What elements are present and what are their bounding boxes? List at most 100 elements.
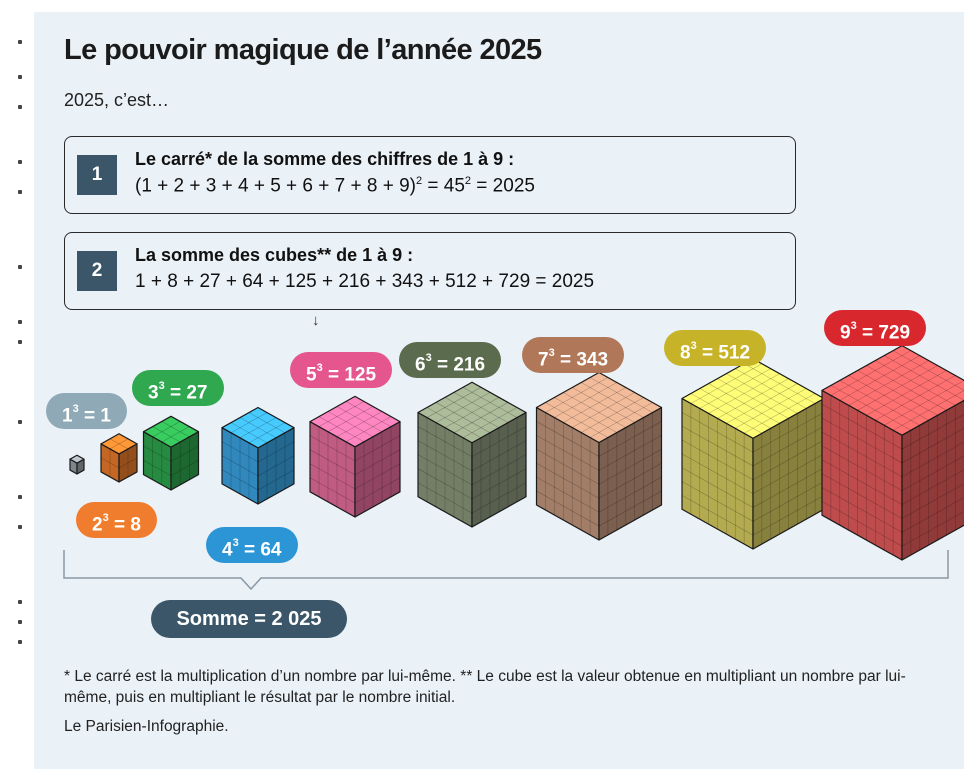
cube-grid-line [444, 397, 500, 428]
cube-grid-line [681, 495, 754, 536]
cube-grid-line [892, 350, 964, 391]
cube-grid-line [875, 360, 956, 406]
cube-grid-line [726, 373, 798, 414]
cube-grid-line [580, 397, 644, 433]
cube-grid-line [230, 412, 268, 433]
cube-grid-line [699, 368, 771, 409]
cube-grid-line [848, 375, 929, 421]
cube-grid-line [318, 416, 365, 443]
cube-value-label: 43 = 64 [206, 527, 298, 563]
cube-grid-line [752, 481, 825, 522]
cube-grid-line [681, 467, 754, 508]
cube-grid-line [257, 441, 295, 463]
cube-grid-line [735, 368, 807, 409]
cube-grid-line [143, 445, 172, 462]
infographic-card: Le pouvoir magique de l’année 2025 2025,… [34, 12, 964, 769]
down-arrow-icon: ↓ [312, 312, 320, 329]
cube-grid-line [417, 440, 473, 472]
cube-grid-line [417, 426, 473, 458]
cube-grid-line [839, 380, 920, 426]
cube-grid-line [821, 459, 903, 505]
cube-grid-line [118, 457, 138, 469]
cube-grid-line [336, 406, 383, 432]
cube-grid-line [821, 431, 903, 478]
cube-grid-line [598, 435, 662, 471]
fact-box-1: 1 Le carré* de la somme des chiffres de … [64, 136, 796, 214]
cube-grid-line [354, 449, 401, 476]
cube-grid-line [453, 392, 509, 423]
cube-grid-line [221, 455, 259, 477]
cube-grid-line [161, 421, 190, 438]
cube-grid-line [536, 421, 600, 457]
cube-grid-line [327, 411, 374, 437]
cube-value-label: 63 = 216 [399, 342, 502, 378]
cube-grid-line [821, 404, 903, 450]
cube-grid-line [100, 457, 120, 469]
cube-grid-line [752, 453, 825, 494]
cube-grid-line [309, 477, 356, 504]
cube-grid-line [248, 422, 286, 444]
cube-grid-line [598, 476, 662, 513]
cube-grid-line [875, 375, 956, 421]
cube-grid-line [354, 463, 401, 490]
cube-grid-line [866, 370, 947, 416]
cube-top-face [417, 381, 527, 444]
cube-grid-line [453, 402, 509, 433]
cube-grid-line [545, 402, 609, 438]
cube-value-label: 23 = 8 [76, 502, 157, 538]
cube-grid-line [901, 469, 964, 505]
cube-grid-line [752, 425, 825, 467]
credit: Le Parisien-Infographie. [64, 718, 229, 735]
cube-grid-line [892, 390, 964, 431]
cube-grid-line [752, 439, 825, 481]
cube-grid-line [536, 449, 600, 485]
footnote: * Le carré est la multiplication d’un no… [64, 668, 906, 706]
cube-grid-line [435, 392, 491, 423]
cube-grid-line [572, 392, 635, 428]
cube-grid-line [536, 462, 600, 499]
cube-grid-line [717, 378, 789, 419]
cube-grid-line [426, 407, 482, 438]
cube-top-face [69, 454, 85, 464]
cube-grid-line [221, 441, 259, 463]
cube-grid-line [161, 426, 190, 443]
cube-grid-line [462, 387, 518, 418]
cube-grid-line [554, 382, 618, 418]
cube-grid-line [309, 449, 356, 476]
cube-grid-line [821, 417, 903, 464]
cube-grid-line [598, 462, 662, 499]
cube-grid-line [690, 363, 763, 404]
cube-grid-line [901, 427, 964, 464]
cube-grid-line [743, 363, 816, 404]
cube-grid-line [884, 355, 964, 401]
left-edge-strip [0, 0, 30, 769]
cube-grid-line [354, 477, 401, 504]
cube-value-label: 93 = 729 [824, 310, 927, 346]
cube-grid-line [471, 440, 527, 472]
cube-grid-line [152, 426, 181, 443]
cube-grid-line [848, 360, 929, 406]
cube-grid-line [536, 476, 600, 513]
cube-grid-line [257, 455, 295, 477]
cube-grid-line [354, 435, 401, 462]
cube-grid-line [309, 435, 356, 462]
cube-grid-line [598, 449, 662, 485]
cube-grid-line [830, 350, 912, 396]
cube-grid-line [866, 365, 947, 411]
cube-grid-line [170, 460, 199, 476]
cube-grid-line [221, 469, 259, 491]
cube-top-face [535, 371, 663, 444]
cube-grid-line [152, 421, 181, 438]
cube-top-face [821, 345, 964, 436]
cube-grid-line [901, 497, 964, 533]
cube-grid-line [598, 490, 662, 527]
fact-formula: (1 + 2 + 3 + 4 + 5 + 6 + 7 + 8 + 9)2 = 4… [135, 175, 535, 197]
cube-grid-line [752, 467, 825, 508]
cube-grid-line [471, 468, 527, 500]
sum-brace [63, 550, 949, 591]
cube-grid-line [318, 401, 365, 427]
cube-grid-line [821, 487, 903, 533]
cube-grid-line [839, 355, 920, 401]
cube-grid-line [708, 373, 780, 414]
cube-grid-line [435, 402, 491, 433]
